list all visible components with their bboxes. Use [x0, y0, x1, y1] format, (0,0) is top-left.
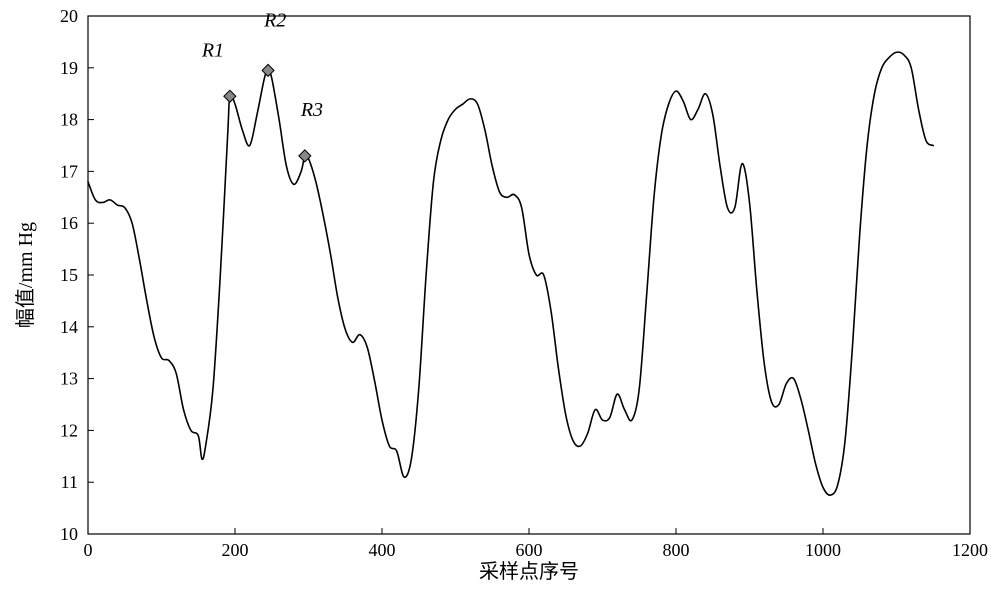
y-tick-label: 18 [60, 110, 78, 130]
y-tick-label: 20 [60, 6, 78, 26]
x-axis-label: 采样点序号 [479, 560, 579, 583]
waveform-line [88, 52, 933, 495]
waveform-chart: 0 200 400 600 800 1000 1200 10 11 12 13 14 15 16 17 18 1… [0, 0, 1000, 592]
annotation-R3: R3 [300, 99, 323, 121]
annotation-R1: R1 [201, 39, 224, 61]
y-tick-label: 14 [60, 317, 78, 337]
x-tick-label: 200 [222, 540, 249, 560]
x-tick-label: 0 [84, 540, 93, 560]
x-tick-label: 1000 [805, 540, 841, 560]
annotation-R2: R2 [263, 9, 286, 31]
x-tick-label: 600 [516, 540, 543, 560]
y-axis-label: 幅值/mm Hg [14, 222, 37, 328]
y-tick-label: 10 [60, 524, 78, 544]
chart-svg: 0 200 400 600 800 1000 1200 10 11 12 13 14 15 16 17 18 1… [0, 0, 1000, 592]
x-tick-label: 800 [663, 540, 690, 560]
x-tick-label: 1200 [952, 540, 988, 560]
y-tick-label: 15 [60, 265, 78, 285]
x-tick-label: 400 [369, 540, 396, 560]
marker-R2 [262, 64, 274, 76]
y-tick-label: 19 [60, 58, 78, 78]
y-tick-label: 11 [61, 472, 78, 492]
y-tick-label: 13 [60, 369, 78, 389]
y-tick-label: 16 [60, 213, 78, 233]
y-tick-label: 17 [60, 161, 78, 181]
y-tick-label: 12 [60, 420, 78, 440]
